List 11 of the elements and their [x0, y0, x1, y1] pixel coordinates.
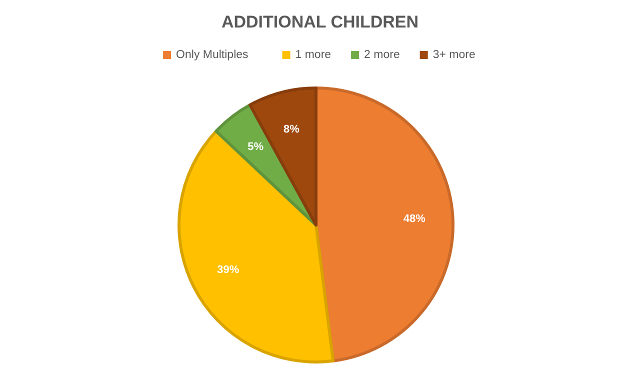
data-label: 39%: [217, 264, 240, 276]
data-label: 48%: [403, 212, 426, 225]
data-label: 8%: [284, 123, 300, 136]
data-label: 5%: [248, 141, 264, 154]
legend-label: 1 more: [295, 49, 332, 61]
pie-slice: [248, 86, 318, 226]
legend-label: 3+ more: [432, 49, 476, 61]
legend-label: Only Multiples: [176, 49, 249, 61]
legend-label: 2 more: [364, 49, 400, 61]
pie-slice: [314, 86, 454, 362]
chart-title: ADDITIONAL CHILDREN: [221, 12, 419, 32]
